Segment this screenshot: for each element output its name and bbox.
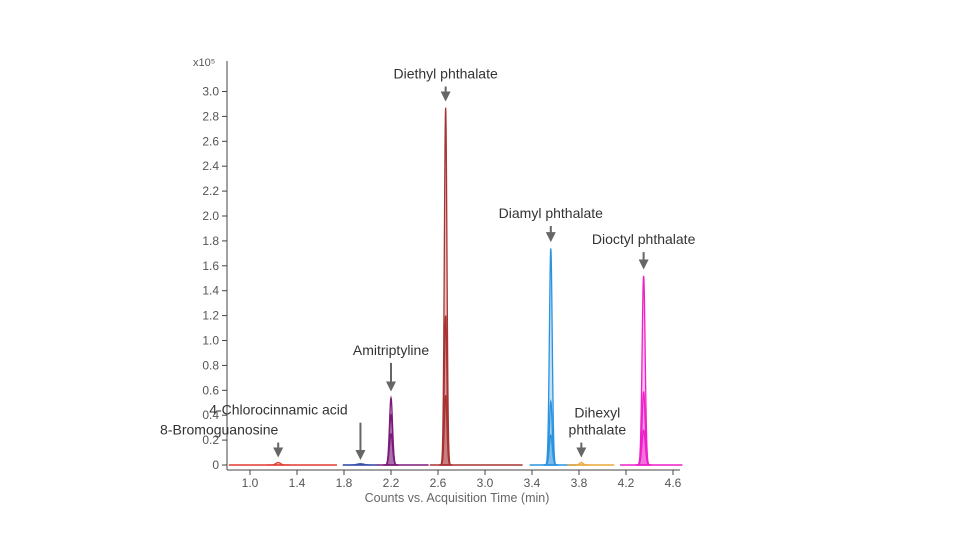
annotation-label: 8-Bromoguanosine (160, 422, 279, 438)
y-tick-label: 0.6 (202, 383, 219, 397)
annotation-label: 4-Chlorocinnamic acid (209, 402, 348, 418)
annotation-arrow-head (545, 232, 556, 243)
y-tick-label: 2.4 (202, 159, 219, 173)
y-tick-label: 1.6 (202, 259, 219, 273)
x-tick-label: 4.2 (618, 476, 635, 490)
annotation-0: Diethyl phthalate (393, 66, 498, 102)
x-tick-label: 3.4 (524, 476, 541, 490)
x-tick-label: 2.2 (383, 476, 400, 490)
x-tick-label: 2.6 (430, 476, 447, 490)
y-tick-label: 1.4 (202, 284, 219, 298)
annotation-label: phthalate (569, 422, 627, 438)
series-4 (529, 248, 577, 466)
peak-trace (635, 428, 652, 466)
series-6 (620, 275, 683, 466)
annotation-2: Dioctyl phthalate (592, 231, 696, 270)
x-tick-label: 4.6 (665, 476, 682, 490)
series-0 (228, 461, 337, 466)
y-multiplier-label: x10⁵ (193, 57, 215, 69)
y-tick-label: 0.8 (202, 358, 219, 372)
x-tick-label: 1.0 (242, 476, 259, 490)
y-axis: 0 0.2 0.4 0.6 0.8 1.0 1.2 1.4 1.6 1.8 2.0 2.2 2.4 2.6… (202, 61, 228, 472)
x-tick-label: 3.0 (477, 476, 494, 490)
series-3 (429, 107, 523, 466)
series-1 (342, 463, 379, 466)
x-tick-label: 1.8 (336, 476, 353, 490)
annotation-label: Amitriptyline (353, 342, 429, 358)
peak-trace (439, 395, 453, 466)
y-tick-label: 1.2 (202, 309, 219, 323)
annotation-label: Diamyl phthalate (499, 205, 603, 221)
y-tick-label: 0 (212, 458, 219, 472)
y-tick-label: 1.0 (202, 334, 219, 348)
peak-trace (342, 463, 379, 466)
peak-trace (543, 433, 559, 466)
annotation-label: Dioctyl phthalate (592, 231, 696, 247)
peak-trace (383, 432, 399, 466)
series-2 (376, 395, 429, 466)
annotation-arrow-head (576, 447, 587, 458)
annotation-arrow-head (355, 450, 366, 461)
annotation-label: Diethyl phthalate (393, 66, 498, 82)
x-tick-label: 3.8 (571, 476, 588, 490)
annotation-arrow-head (440, 91, 451, 102)
x-tick-label: 1.4 (289, 476, 306, 490)
y-tick-label: 2.6 (202, 134, 219, 148)
y-tick-label: 2.0 (202, 209, 219, 223)
annotation-1: Diamyl phthalate (499, 205, 603, 243)
peak-trace (572, 461, 591, 466)
x-axis-title: Counts vs. Acquisition Time (min) (365, 491, 550, 505)
annotation-arrow-head (273, 447, 284, 458)
y-tick-label: 2.2 (202, 184, 219, 198)
peak-trace (266, 461, 290, 466)
y-tick-label: 0.2 (202, 433, 219, 447)
peak-annotations: Diethyl phthalate Diamyl phthalate Dioctyl… (160, 66, 696, 461)
annotation-arrow-head (386, 381, 396, 392)
annotation-6: 8-Bromoguanosine (160, 422, 284, 458)
y-tick-label: 0.4 (202, 408, 219, 422)
annotation-arrow-head (638, 259, 649, 270)
annotation-5: 4-Chlorocinnamic acid (209, 402, 366, 461)
x-axis: 1.0 1.4 1.8 2.2 2.6 3.0 3.4 3.8 4.2 4.6 (227, 469, 682, 490)
annotation-label: Dihexyl (574, 405, 620, 421)
y-tick-label: 3.0 (202, 85, 219, 99)
annotation-3: Amitriptyline (353, 342, 429, 392)
plot-area (228, 107, 683, 466)
y-tick-label: 2.8 (202, 109, 219, 123)
series-5 (567, 461, 615, 466)
y-tick-label: 1.8 (202, 234, 219, 248)
